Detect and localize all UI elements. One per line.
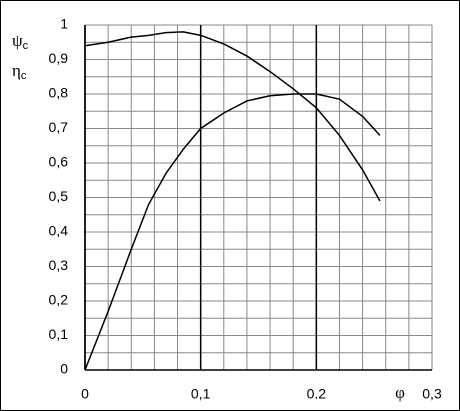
y-axis-subscript: c: [23, 40, 29, 52]
y-axis-label: ηc: [12, 61, 27, 82]
y-tick-label: 0,3: [49, 257, 69, 273]
y-axis-subscript: c: [21, 70, 27, 82]
y-axis-symbol: η: [12, 61, 21, 80]
y-tick-label: 0,9: [49, 50, 69, 66]
x-axis-label: φ: [395, 383, 405, 402]
y-tick-label: 1: [60, 16, 68, 32]
y-tick-label: 0: [60, 361, 68, 377]
y-tick-label: 0,8: [49, 85, 69, 101]
y-axis-symbol: ψ: [12, 31, 23, 50]
y-tick-label: 0,2: [49, 292, 69, 308]
y-tick-label: 0,1: [49, 326, 69, 342]
x-tick-label: 0: [81, 386, 89, 402]
x-tick-label: 0,3: [422, 386, 442, 402]
x-tick-label: 0,1: [191, 386, 211, 402]
y-tick-label: 0,7: [49, 119, 69, 135]
x-tick-label: 0.2: [307, 386, 327, 402]
y-axis-label: ψc: [12, 31, 29, 52]
y-tick-label: 0,6: [49, 154, 69, 170]
line-series: [84, 31, 381, 202]
line-series: [84, 93, 381, 371]
y-tick-label: 0,5: [49, 188, 69, 204]
y-tick-label: 0,4: [49, 223, 69, 239]
